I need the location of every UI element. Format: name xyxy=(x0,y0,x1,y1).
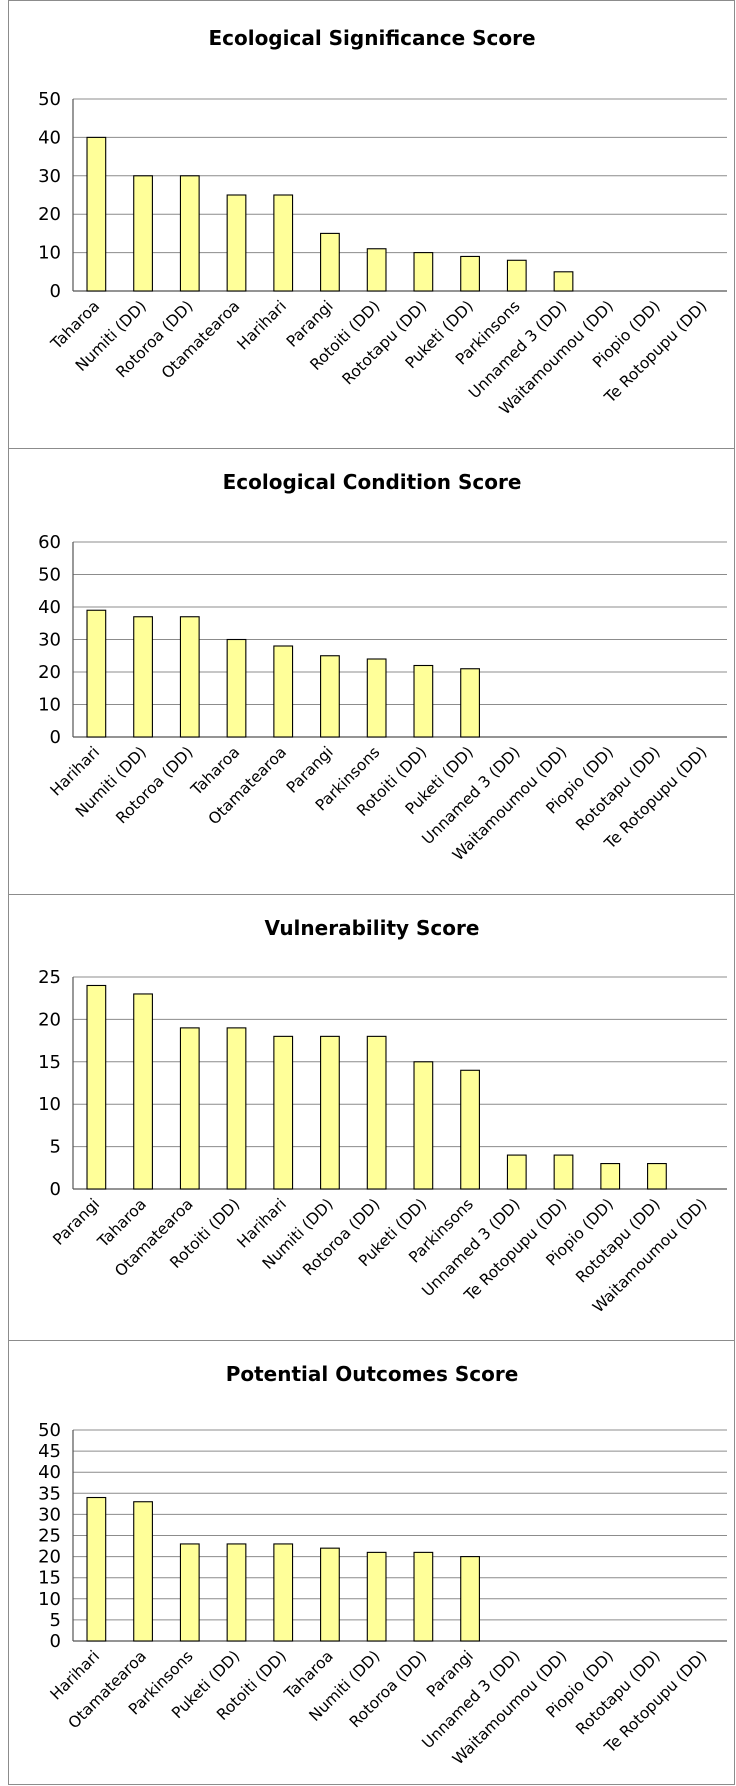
x-tick-label: Rototapu (DD) xyxy=(572,1195,663,1286)
bar xyxy=(553,1154,574,1190)
y-tick-label: 50 xyxy=(38,89,61,110)
bar xyxy=(273,645,294,738)
bar xyxy=(179,616,200,738)
y-tick-label: 30 xyxy=(38,630,61,651)
bar xyxy=(179,1027,200,1190)
y-tick-label: 10 xyxy=(38,243,61,264)
bar xyxy=(366,1551,387,1642)
y-tick-label: 40 xyxy=(38,1462,61,1483)
y-tick-label: 50 xyxy=(38,1420,61,1441)
bar xyxy=(226,194,247,292)
chart-panel-ecological-condition: Ecological Condition Score 0 10 20 30 40 50 60… xyxy=(8,448,735,896)
y-tick-label: 15 xyxy=(38,1568,61,1589)
bar xyxy=(413,1551,434,1642)
bar xyxy=(133,993,153,1190)
chart-ecological-significance: Ecological Significance Score 0 10 20 30 40 5… xyxy=(38,26,727,418)
bar xyxy=(647,1163,667,1190)
bar xyxy=(320,655,340,738)
x-tick-label: Rototapu (DD) xyxy=(572,743,663,834)
bar xyxy=(133,175,153,292)
y-tick-label: 25 xyxy=(38,1526,61,1547)
y-tick-label: 20 xyxy=(38,1547,61,1568)
x-tick-label: Rototapu (DD) xyxy=(572,1647,663,1738)
bar xyxy=(506,259,527,292)
bar xyxy=(320,232,340,292)
chart-title: Ecological Significance Score xyxy=(208,26,535,50)
y-tick-label: 50 xyxy=(38,565,61,586)
y-tick-label: 30 xyxy=(38,166,61,187)
bar xyxy=(179,1543,200,1642)
bar xyxy=(226,638,247,738)
bar xyxy=(460,668,480,738)
y-tick-label: 30 xyxy=(38,1504,61,1525)
bar xyxy=(320,1035,340,1190)
x-tick-label: Parangi xyxy=(49,1195,103,1249)
bar xyxy=(133,1501,153,1642)
bar xyxy=(273,1035,294,1190)
y-tick-label: 25 xyxy=(38,967,61,988)
bar xyxy=(226,1543,247,1642)
bar xyxy=(413,1061,434,1190)
y-tick-label: 20 xyxy=(38,1009,61,1030)
y-tick-label: 20 xyxy=(38,662,61,683)
y-tick-label: 0 xyxy=(50,281,61,302)
y-tick-label: 40 xyxy=(38,127,61,148)
bar xyxy=(273,194,294,292)
bar xyxy=(366,248,387,292)
y-tick-label: 10 xyxy=(38,695,61,716)
bar xyxy=(86,609,107,738)
y-tick-label: 5 xyxy=(50,1137,61,1158)
chart-panel-potential-outcomes: Potential Outcomes Score 0 5 10 15 20 25 30 35 4… xyxy=(8,1340,735,1785)
chart-vulnerability: Vulnerability Score 0510152025ParangiTah… xyxy=(38,916,727,1316)
y-tick-label: 60 xyxy=(38,532,61,553)
y-tick-label: 15 xyxy=(38,1052,61,1073)
bar xyxy=(413,664,434,738)
y-tick-label: 0 xyxy=(50,1631,61,1652)
chart-title: Potential Outcomes Score xyxy=(226,1362,519,1386)
bar xyxy=(86,984,107,1190)
y-tick-label: 10 xyxy=(38,1094,61,1115)
y-tick-label: 45 xyxy=(38,1441,61,1462)
x-tick-label: Rototapu (DD) xyxy=(339,297,430,388)
bar xyxy=(86,136,107,292)
bar xyxy=(600,1163,621,1190)
bar xyxy=(226,1027,247,1190)
y-tick-label: 0 xyxy=(50,1179,61,1200)
chart-title: Vulnerability Score xyxy=(265,916,480,940)
bar xyxy=(506,1154,527,1190)
y-tick-label: 10 xyxy=(38,1589,61,1610)
bar xyxy=(133,616,153,738)
y-tick-label: 0 xyxy=(50,727,61,748)
chart-panel-ecological-significance: Ecological Significance Score 0 10 20 30 40 5… xyxy=(8,0,735,450)
y-tick-label: 35 xyxy=(38,1483,61,1504)
chart-ecological-condition: Ecological Condition Score 0 10 20 30 40 50 60… xyxy=(38,470,727,864)
bar xyxy=(273,1543,294,1642)
bar xyxy=(553,271,574,292)
x-tick-label: Harihari xyxy=(234,297,290,353)
bar xyxy=(320,1547,340,1642)
bar xyxy=(460,1069,480,1190)
bar xyxy=(460,1556,480,1642)
bar xyxy=(179,175,200,292)
bar xyxy=(366,1035,387,1190)
y-tick-label: 20 xyxy=(38,204,61,225)
y-tick-label: 40 xyxy=(38,597,61,618)
bar xyxy=(86,1496,107,1642)
chart-potential-outcomes: Potential Outcomes Score 051015202530354… xyxy=(38,1362,727,1768)
y-tick-label: 5 xyxy=(50,1610,61,1631)
bar xyxy=(460,255,480,292)
bar xyxy=(366,658,387,738)
chart-panel-vulnerability: Vulnerability Score 0 5 10 15 20 25 Parangi Tah… xyxy=(8,894,735,1342)
chart-title: Ecological Condition Score xyxy=(223,470,522,494)
bar xyxy=(413,252,434,292)
